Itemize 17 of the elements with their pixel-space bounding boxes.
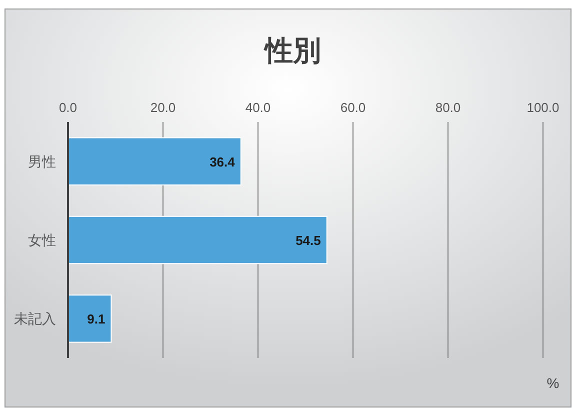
x-tick-label: 20.0 — [150, 100, 176, 115]
x-tick-label: 80.0 — [435, 100, 461, 115]
x-tick-label: 0.0 — [58, 100, 78, 115]
bar — [68, 137, 242, 186]
y-tick-label: 未記入 — [14, 310, 56, 327]
data-label: 36.4 — [210, 154, 236, 170]
text: % — [546, 375, 560, 391]
data-label: 54.5 — [296, 233, 321, 248]
x-tick-label: 100.0 — [526, 100, 560, 115]
y-tick-label: 男性 — [28, 153, 56, 170]
bar — [68, 216, 328, 264]
bar — [68, 294, 112, 343]
y-tick-label: 女性 — [28, 232, 56, 248]
data-label: 9.1 — [87, 312, 106, 327]
x-tick-label: 60.0 — [340, 100, 366, 115]
x-tick-label: 40.0 — [245, 100, 271, 115]
chart-title: 性別 — [263, 35, 321, 66]
